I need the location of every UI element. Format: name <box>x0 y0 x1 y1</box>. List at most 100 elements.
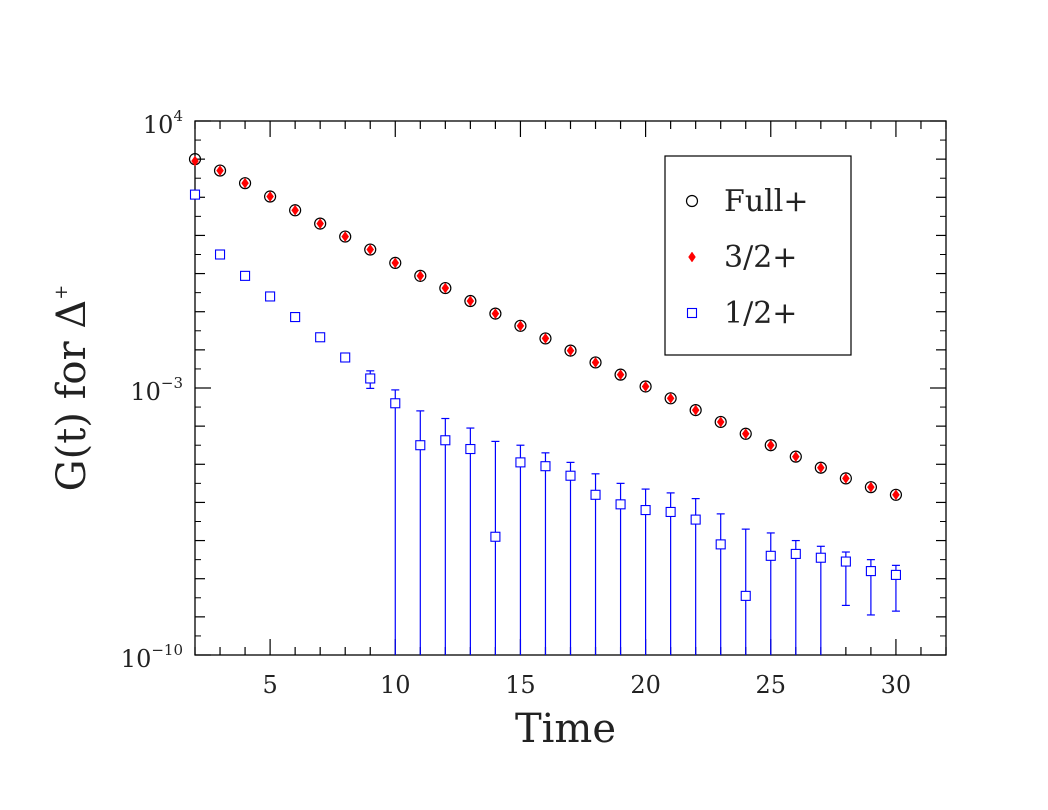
data-point <box>666 392 675 404</box>
data-point <box>289 204 302 217</box>
y-tick-label: 10−10 <box>121 641 183 673</box>
data-point <box>214 249 226 260</box>
data-point <box>266 191 274 202</box>
data-point <box>316 218 324 230</box>
data-point <box>892 489 900 501</box>
data-point <box>716 416 725 428</box>
data-point <box>614 368 627 381</box>
data-point <box>264 190 277 203</box>
x-tick-label: 25 <box>755 671 786 699</box>
data-point <box>539 332 552 345</box>
data-point <box>540 461 551 472</box>
data-point <box>814 461 827 474</box>
data-point <box>566 345 575 357</box>
x-tick-label: 15 <box>505 671 536 699</box>
data-point <box>439 281 452 295</box>
data-point <box>615 499 626 510</box>
data-point <box>216 165 224 177</box>
y-tick-label: 10−3 <box>130 374 183 406</box>
data-point <box>364 243 377 256</box>
data-point <box>489 307 502 320</box>
x-tick-label: 20 <box>630 671 661 699</box>
data-point <box>564 344 577 357</box>
data-point <box>739 427 752 440</box>
legend-label: 3/2+ <box>724 240 797 275</box>
x-tick-label: 30 <box>881 671 912 699</box>
data-point <box>189 189 201 200</box>
data-point <box>565 470 576 481</box>
y-tick-label: 104 <box>143 107 183 139</box>
data-point <box>514 319 527 332</box>
series-circle <box>188 153 903 501</box>
data-point <box>213 164 227 177</box>
data-point <box>441 282 450 294</box>
data-point <box>889 488 903 501</box>
axis-labels: 5 10 15 20 25 30 104 10−3 10−10 Time G(t) for Δ+ <box>49 107 911 752</box>
data-point <box>616 369 625 381</box>
data-point <box>665 506 676 518</box>
data-point <box>766 439 775 451</box>
data-point <box>842 472 850 484</box>
data-point <box>790 548 801 559</box>
data-point <box>416 270 425 282</box>
data-point <box>238 177 252 190</box>
data-point <box>541 332 550 344</box>
data-layer <box>188 153 903 655</box>
data-point <box>840 556 851 567</box>
data-point <box>815 552 826 563</box>
data-point <box>464 294 477 308</box>
data-point <box>389 256 402 269</box>
x-tick-label: 10 <box>380 671 411 699</box>
x-tick-label: 5 <box>262 671 277 699</box>
data-point <box>440 435 451 446</box>
data-point <box>365 373 376 384</box>
legend-marker <box>686 307 698 319</box>
data-point <box>490 531 501 542</box>
data-point <box>890 569 901 580</box>
data-point <box>689 404 702 417</box>
data-point <box>865 566 876 577</box>
data-point <box>491 308 500 320</box>
data-point <box>390 398 401 409</box>
series-errorbars <box>366 370 900 655</box>
data-point <box>764 439 777 452</box>
series-diamond <box>191 155 900 501</box>
data-point <box>515 457 526 468</box>
y-axis-title: G(t) for Δ+ <box>49 285 95 492</box>
data-point <box>789 450 802 463</box>
legend: Full+ 3/2+ 1/2+ <box>664 155 852 356</box>
data-point <box>240 270 251 281</box>
data-point <box>639 380 652 393</box>
series-square <box>189 189 901 601</box>
legend-label: 1/2+ <box>724 296 797 331</box>
data-point <box>589 356 602 369</box>
legend-marker <box>685 194 699 208</box>
data-point <box>265 291 276 302</box>
data-point <box>415 440 426 451</box>
data-point <box>414 269 427 282</box>
data-point <box>765 550 776 561</box>
data-point <box>341 231 350 243</box>
legend-label: Full+ <box>724 184 808 219</box>
data-point <box>590 489 601 500</box>
data-point <box>690 514 701 525</box>
data-point <box>715 539 726 550</box>
data-point <box>366 244 375 255</box>
data-point <box>714 415 727 429</box>
data-point <box>516 320 525 332</box>
data-point <box>465 443 476 455</box>
data-point <box>466 295 475 307</box>
legend-box <box>664 155 852 356</box>
x-axis-title: Time <box>515 706 616 752</box>
data-point <box>314 217 327 230</box>
data-point <box>291 204 299 216</box>
data-point <box>864 481 878 494</box>
legend-marker <box>688 251 696 263</box>
data-point <box>591 357 600 368</box>
data-point <box>791 451 800 463</box>
data-point <box>817 462 825 474</box>
data-point <box>340 352 351 363</box>
data-point <box>641 381 650 392</box>
data-point <box>691 404 700 416</box>
